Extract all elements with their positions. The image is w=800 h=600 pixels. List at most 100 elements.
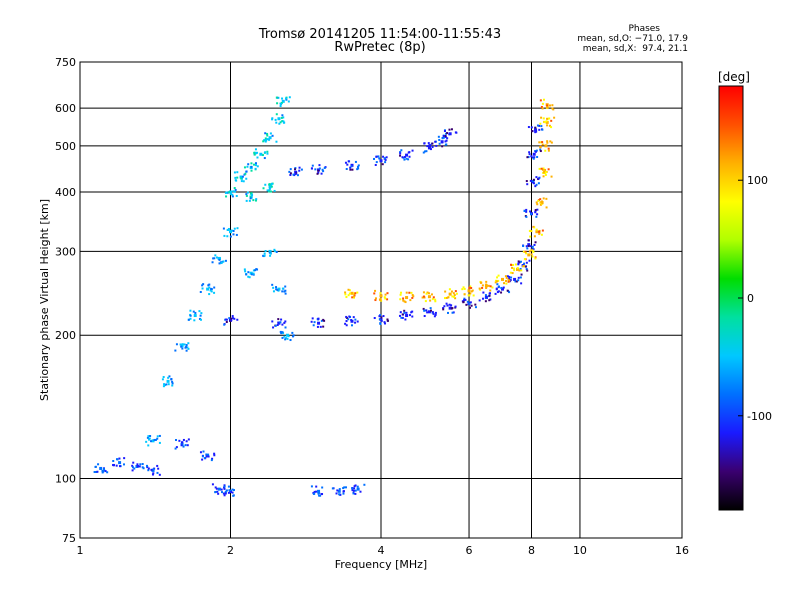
data-point-cloud: [520, 273, 523, 276]
data-point-cloud: [478, 287, 481, 290]
data-point-cloud: [399, 298, 402, 301]
data-point-cloud: [532, 178, 535, 181]
data-point-cloud: [405, 291, 408, 294]
data-point-cloud: [405, 157, 408, 160]
data-point-cloud: [158, 473, 161, 476]
data-point-cloud: [539, 99, 542, 102]
data-point-cloud: [338, 493, 341, 496]
data-point-cloud: [506, 275, 509, 278]
series-e-layer-echoes: [93, 438, 366, 497]
data-point-cloud: [351, 487, 354, 490]
data-point-cloud: [278, 122, 281, 125]
data-point-cloud: [374, 299, 377, 302]
data-point-cloud: [374, 289, 377, 292]
data-point-cloud: [222, 260, 225, 263]
data-point-cloud: [209, 289, 212, 292]
data-point-cloud: [285, 337, 288, 340]
data-point-cloud: [541, 202, 544, 205]
data-point-cloud: [147, 469, 150, 472]
data-point-cloud: [156, 437, 159, 440]
data-point-cloud: [496, 280, 499, 283]
data-point-cloud: [274, 118, 277, 121]
data-point: [467, 289, 471, 293]
data-point-cloud: [399, 152, 402, 155]
data-point-cloud: [283, 335, 286, 338]
data-point-cloud: [298, 166, 301, 169]
data-point-cloud: [280, 103, 283, 106]
data-point: [249, 271, 253, 275]
data-point-cloud: [448, 133, 451, 136]
data-point-cloud: [489, 285, 492, 288]
data-point-cloud: [445, 296, 448, 299]
data-point-cloud: [520, 282, 523, 285]
data-point-cloud: [530, 213, 533, 216]
data-point-cloud: [147, 467, 150, 470]
data-point-cloud: [223, 487, 226, 490]
data-point-cloud: [102, 467, 105, 470]
data-point-cloud: [289, 339, 292, 342]
data-point-cloud: [198, 317, 201, 320]
data-point-cloud: [320, 172, 323, 175]
data-point-cloud: [442, 134, 445, 137]
data-point-cloud: [519, 276, 522, 279]
data-point-cloud: [234, 176, 237, 179]
data-point-cloud: [524, 250, 527, 253]
data-point-cloud: [529, 235, 532, 238]
series-upper-cluster: [224, 96, 291, 202]
data-point-cloud: [183, 343, 186, 346]
data-point-cloud: [532, 157, 535, 160]
data-point-cloud: [386, 318, 389, 321]
data-point-cloud: [547, 147, 550, 150]
data-point-cloud: [510, 263, 513, 266]
data-point-cloud: [514, 263, 517, 266]
data-point-cloud: [266, 189, 269, 192]
data-point-cloud: [245, 193, 248, 196]
data-point-cloud: [256, 151, 259, 154]
data-point-cloud: [201, 455, 204, 458]
data-point-cloud: [199, 290, 202, 293]
data-point-cloud: [232, 190, 235, 193]
data-point-cloud: [469, 306, 472, 309]
data-point-cloud: [275, 121, 278, 124]
data-point-cloud: [256, 165, 259, 168]
data-point-cloud: [201, 287, 204, 290]
data-point-cloud: [442, 308, 445, 311]
data-point: [379, 294, 383, 298]
data-point-cloud: [519, 260, 522, 263]
data-point-cloud: [511, 272, 514, 275]
data-point: [527, 253, 531, 257]
data-point-cloud: [479, 288, 482, 291]
data-point-cloud: [318, 491, 321, 494]
data-point-cloud: [224, 492, 227, 495]
y-tick-label: 100: [55, 473, 76, 486]
data-point-cloud: [537, 199, 540, 202]
data-point-cloud: [225, 489, 228, 492]
data-point-cloud: [211, 261, 214, 264]
data-point-cloud: [469, 301, 472, 304]
data-point-cloud: [380, 319, 383, 322]
data-point-cloud: [551, 104, 554, 107]
data-point-cloud: [254, 167, 257, 170]
data-point-cloud: [468, 286, 471, 289]
data-point-cloud: [249, 197, 252, 200]
data-point-cloud: [546, 104, 549, 107]
data-point-cloud: [292, 334, 295, 337]
data-point-cloud: [535, 149, 538, 152]
data-point-cloud: [264, 151, 267, 154]
data-point-cloud: [373, 157, 376, 160]
data-point-cloud: [465, 303, 468, 306]
data-point-cloud: [531, 245, 534, 248]
data-point-cloud: [531, 255, 534, 258]
data-point-cloud: [531, 156, 534, 159]
data-point: [427, 146, 431, 150]
data-point-cloud: [446, 304, 449, 307]
data-point-cloud: [452, 292, 455, 295]
x-tick-label: 4: [378, 544, 385, 557]
data-point-cloud: [315, 490, 318, 493]
data-point-cloud: [220, 262, 223, 265]
data-point-cloud: [399, 293, 402, 296]
data-point-cloud: [523, 264, 526, 267]
data-point-cloud: [485, 295, 488, 298]
x-tick-label: 16: [675, 544, 689, 557]
data-point-cloud: [467, 294, 470, 297]
